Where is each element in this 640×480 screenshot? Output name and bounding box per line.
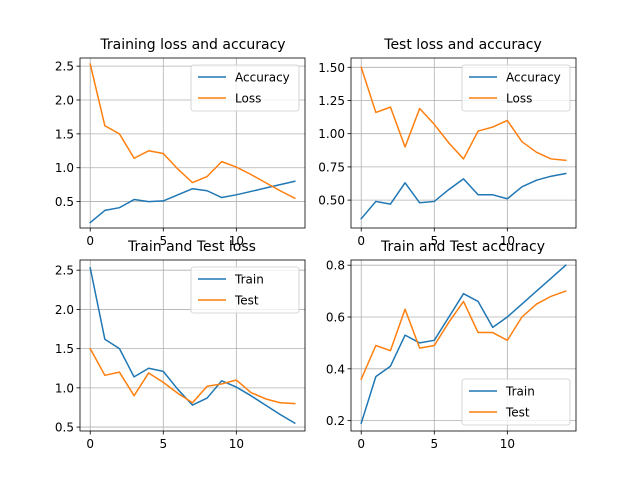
series-line-loss: [360, 66, 567, 162]
series-line-test: [360, 290, 567, 381]
y-tick-label: 2.0: [55, 93, 74, 107]
y-tick-label: 1.5: [55, 342, 74, 356]
x-tick-label: 10: [229, 437, 244, 451]
x-tick-label: 5: [159, 234, 167, 248]
y-tick-label: 0.8: [326, 259, 345, 273]
axes-frame: [350, 259, 577, 432]
y-tick-label: 1.0: [55, 161, 74, 175]
y-tick-label: 2.5: [55, 60, 74, 74]
y-tick-label: 1.5: [55, 127, 74, 141]
panel-training-loss-and-accuracy: Training loss and accuracy 0 5 10 0.5 1.0 1.5…: [55, 37, 306, 248]
series-line-accuracy: [89, 180, 296, 224]
y-tick-label: 0.6: [326, 311, 345, 325]
y-tick-label: 1.50: [318, 61, 345, 75]
x-tick-label: 0: [86, 437, 94, 451]
y-tick-label: 2.5: [55, 264, 74, 278]
panel-title: Training loss and accuracy: [99, 37, 285, 53]
legend-label-accuracy: Accuracy: [506, 71, 561, 85]
legend-label-train: Train: [505, 385, 535, 399]
axes-frame: [79, 259, 306, 432]
legend: Train Test: [190, 266, 300, 314]
panel-title: Train and Test accuracy: [380, 239, 545, 255]
panel-test-loss-and-accuracy: Test loss and accuracy 0 5 10 0.50 0.75 1.00 1…: [318, 37, 577, 248]
panel-train-and-test-accuracy: Train and Test accuracy 0 5 10 0.2 0.4 0.6 0.8…: [326, 239, 577, 451]
legend-label-accuracy: Accuracy: [235, 71, 290, 85]
x-tick-label: 5: [430, 437, 438, 451]
axes-frame: [350, 57, 577, 229]
series-line-train: [360, 264, 567, 425]
y-tick-label: 0.5: [55, 195, 74, 209]
x-tick-label: 10: [500, 234, 515, 248]
y-tick-label: 0.5: [55, 421, 74, 435]
legend-label-train: Train: [234, 273, 264, 287]
x-tick-label: 5: [159, 437, 167, 451]
legend: Accuracy Loss: [190, 64, 300, 112]
panel-train-and-test-loss: Train and Test loss 0 5 10 0.5 1.0 1.5 2.0 2.5 T…: [55, 239, 306, 451]
y-tick-label: 0.50: [318, 194, 345, 208]
x-tick-label: 0: [86, 234, 94, 248]
legend: Accuracy Loss: [461, 64, 571, 112]
y-tick-label: 0.75: [318, 160, 345, 174]
y-tick-label: 1.00: [318, 127, 345, 141]
x-tick-label: 10: [500, 437, 515, 451]
series-line-loss: [89, 63, 296, 200]
x-tick-label: 0: [357, 437, 365, 451]
y-tick-label: 0.4: [326, 362, 345, 376]
x-tick-label: 5: [430, 234, 438, 248]
legend-label-test: Test: [505, 406, 530, 420]
y-tick-label: 1.25: [318, 94, 345, 108]
panel-title: Test loss and accuracy: [383, 37, 541, 53]
x-tick-label: 0: [357, 234, 365, 248]
x-tick-label: 10: [229, 234, 244, 248]
y-tick-label: 0.2: [326, 414, 345, 428]
legend-label-loss: Loss: [235, 92, 261, 106]
series-line-test: [89, 347, 296, 405]
series-line-accuracy: [360, 172, 567, 220]
legend-label-test: Test: [234, 294, 259, 308]
axes-frame: [79, 57, 306, 229]
series-line-train: [89, 266, 296, 425]
legend-label-loss: Loss: [506, 92, 532, 106]
y-tick-label: 1.0: [55, 381, 74, 395]
panel-title: Train and Test loss: [127, 239, 256, 255]
legend: Train Test: [461, 378, 571, 426]
y-tick-label: 2.0: [55, 303, 74, 317]
